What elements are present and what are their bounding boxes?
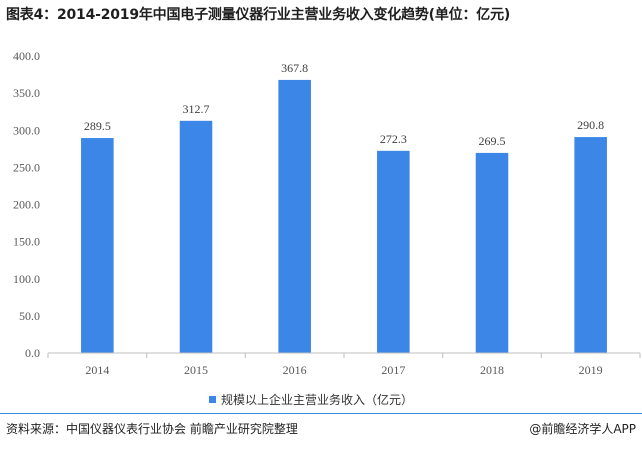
y-tick-label: 200.0	[13, 198, 40, 212]
bar-chart: 0.0 50.0 100.0 150.0 200.0 250.0 300.0 350.0 400…	[0, 36, 642, 416]
y-tick-label: 100.0	[13, 272, 40, 286]
x-tick-label: 2014	[85, 363, 109, 377]
bar	[81, 138, 114, 353]
data-label: 289.5	[84, 119, 111, 133]
data-label: 367.8	[281, 61, 308, 75]
data-labels-group: 289.5 312.7 367.8 272.3 269.5 290.8	[84, 61, 604, 148]
bar	[377, 150, 410, 353]
x-tick-label: 2017	[381, 363, 405, 377]
chart-legend: 规模以上企业主营业务收入（亿元）	[209, 391, 413, 408]
y-tick-label: 300.0	[13, 123, 40, 137]
y-tick-label: 400.0	[13, 49, 40, 63]
source-note: 资料来源：中国仪器仪表行业协会 前瞻产业研究院整理	[6, 422, 298, 436]
data-label: 312.7	[183, 102, 210, 116]
y-tick-label: 350.0	[13, 86, 40, 100]
x-tick-label: 2016	[283, 363, 307, 377]
footer-divider	[0, 413, 642, 414]
legend-swatch	[209, 396, 216, 403]
bar	[278, 79, 311, 353]
data-label: 269.5	[479, 134, 506, 148]
x-axis: 2014 2015 2016 2017 2018 2019	[47, 352, 641, 377]
bar	[179, 120, 213, 353]
y-tick-label: 150.0	[13, 235, 40, 249]
data-label: 272.3	[380, 132, 407, 146]
legend-label: 规模以上企业主营业务收入（亿元）	[221, 393, 414, 407]
bar	[475, 152, 509, 353]
bar	[574, 137, 607, 353]
bar-chart-svg: 0.0 50.0 100.0 150.0 200.0 250.0 300.0 350.0 400…	[13, 49, 641, 377]
data-label: 290.8	[577, 118, 604, 132]
credit-note: @前瞻经济学人APP	[529, 422, 636, 436]
bars-group	[81, 79, 607, 353]
x-tick-label: 2019	[579, 363, 603, 377]
y-axis: 0.0 50.0 100.0 150.0 200.0 250.0 300.0 350.0 400…	[13, 49, 40, 360]
x-tick-label: 2015	[184, 363, 208, 377]
y-tick-label: 250.0	[13, 160, 40, 174]
y-tick-label: 0.0	[25, 346, 40, 360]
chart-title: 图表4：2014-2019年中国电子测量仪器行业主营业务收入变化趋势(单位：亿元…	[6, 7, 511, 23]
y-tick-label: 50.0	[19, 309, 40, 323]
x-tick-label: 2018	[480, 363, 504, 377]
